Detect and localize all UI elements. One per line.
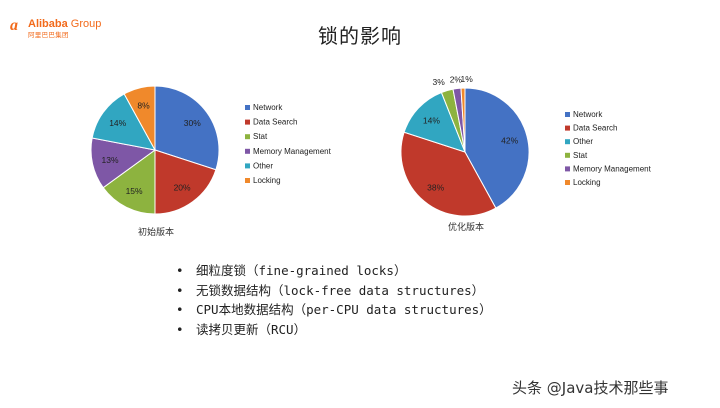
legend-swatch-other xyxy=(565,139,570,145)
bullet-text: 无锁数据结构（lock-free data structures） xyxy=(196,282,485,298)
legend-label-memory-management: Memory Management xyxy=(253,147,332,156)
pie-chart-optimized-svg: 42% 38% 14% 3% 2%1% Network Data Search Other St… xyxy=(400,74,652,217)
legend-swatch-other xyxy=(245,163,250,169)
legend-label-stat: Stat xyxy=(573,151,588,160)
legend-label-memory-management: Memory Management xyxy=(573,164,652,173)
bullet-item: • 无锁数据结构（lock-free data structures） xyxy=(176,281,492,301)
pie-slice-other xyxy=(403,91,466,153)
pie-label-other: 14% xyxy=(109,118,126,128)
legend-swatch-memory-management xyxy=(565,166,570,172)
watermark: 头条 @Java技术那些事 xyxy=(512,379,669,397)
legend-swatch-memory-management xyxy=(245,148,250,154)
legend-swatch-locking xyxy=(245,178,250,183)
pie-label-data-search: 20% xyxy=(174,182,191,192)
page-title: 锁的影响 xyxy=(318,24,402,48)
legend-swatch-network xyxy=(565,112,570,117)
bullet-text: 读拷贝更新（RCU） xyxy=(196,321,307,337)
legend-label-locking: Locking xyxy=(253,176,281,185)
pie-chart-optimized: 42% 38% 14% 3% 2% 1% Network Data Search Other St… xyxy=(395,70,675,240)
legend-swatch-data-search xyxy=(245,119,250,125)
pie-label-stat: 3% xyxy=(432,77,445,87)
bullet-text: CPU本地数据结构（per-CPU data structures） xyxy=(196,302,492,317)
logo-name-alibaba: Alibaba xyxy=(28,18,68,30)
pie-label-data-search: 38% xyxy=(427,183,444,193)
logo-subtitle: 阿里巴巴集团 xyxy=(28,31,69,39)
pie-chart-initial: 30% 20% 15% 13% 14% 8% Network Data Search Stat M… xyxy=(90,70,350,240)
legend-label-other: Other xyxy=(253,161,273,170)
pie-slice-locking xyxy=(460,87,466,153)
pie-label-locking: 8% xyxy=(137,100,150,110)
legend-swatch-stat xyxy=(245,134,250,140)
pie-slice-stat xyxy=(102,149,156,215)
legend-swatch-locking xyxy=(565,180,570,185)
legend-label-stat: Stat xyxy=(253,132,268,141)
pie-label-network: 42% xyxy=(501,136,518,146)
legend-label-data-search: Data Search xyxy=(573,124,617,133)
bullet-dot: • xyxy=(176,302,184,317)
legend-label-locking: Locking xyxy=(573,178,601,187)
pie-chart-initial-svg: 30% 20% 15% 13% 14% 8% Network Data Search Stat M… xyxy=(90,85,332,215)
pie-slice-network xyxy=(464,87,530,209)
legend-label-other: Other xyxy=(573,137,593,146)
pie-label-network: 30% xyxy=(184,118,201,128)
pie-label-stat: 15% xyxy=(126,186,143,196)
legend-label-network: Network xyxy=(253,103,283,112)
pie-slice-locking xyxy=(123,85,156,151)
bullet-item: • 读拷贝更新（RCU） xyxy=(176,320,492,340)
logo-name-group: Group xyxy=(70,18,102,30)
pie-label-memory-management: 13% xyxy=(102,155,119,165)
chart-caption-initial: 初始版本 xyxy=(138,228,175,238)
logo-mark: a xyxy=(10,17,18,34)
pie-slice-other xyxy=(91,93,156,151)
alibaba-logo: a Alibaba Group 阿里巴巴集团 xyxy=(10,16,120,42)
logo-name: Alibaba Group xyxy=(28,18,101,30)
pie-slice-network xyxy=(154,85,220,171)
pie-label-locking: 1% xyxy=(461,74,474,84)
legend-swatch-stat xyxy=(565,152,570,158)
pie-label-memory-management: 2% xyxy=(450,75,463,85)
bullet-dot: • xyxy=(176,321,184,337)
bullet-list: • 细粒度锁（fine-grained locks） • 无锁数据结构（lock-f… xyxy=(176,261,492,339)
bullet-text: 细粒度锁（fine-grained locks） xyxy=(196,263,407,278)
bullet-dot: • xyxy=(176,282,184,298)
legend-label-network: Network xyxy=(573,110,603,119)
bullet-dot: • xyxy=(176,263,184,278)
bullet-item: • CPU本地数据结构（per-CPU data structures） xyxy=(176,300,492,320)
pie-slice-data-search xyxy=(154,149,217,215)
bullet-item: • 细粒度锁（fine-grained locks） xyxy=(176,261,492,281)
legend-label-data-search: Data Search xyxy=(253,118,297,127)
chart-caption-optimized: 优化版本 xyxy=(448,223,485,233)
legend-swatch-network xyxy=(245,105,250,110)
pie-label-other: 14% xyxy=(423,115,440,125)
legend-swatch-data-search xyxy=(565,125,570,131)
pie-slice-data-search xyxy=(400,131,497,217)
